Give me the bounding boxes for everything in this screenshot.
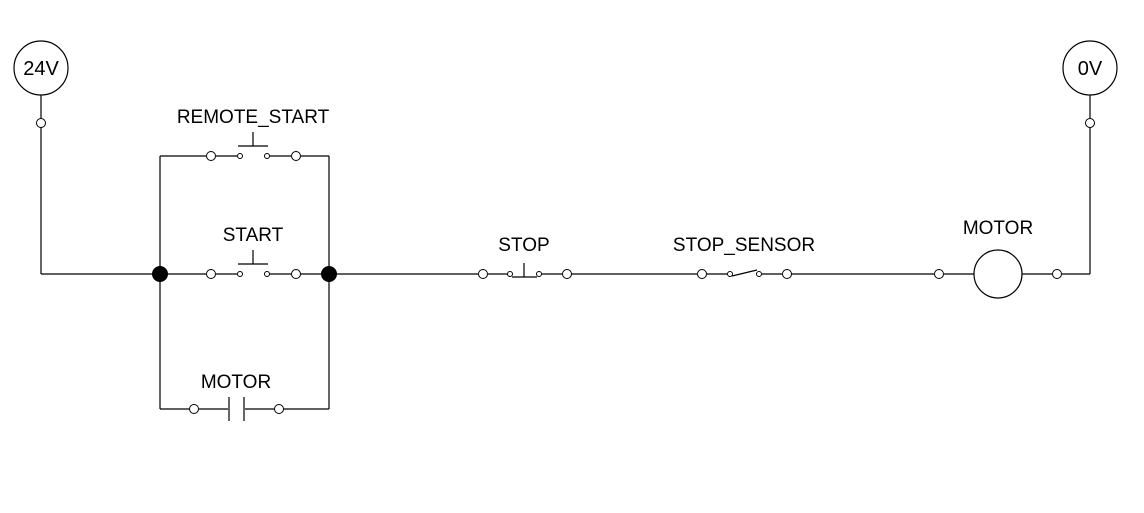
main-rung-wiring <box>41 156 1090 409</box>
junction-dot-right <box>321 266 337 282</box>
stop-pushbutton[interactable]: STOP <box>478 235 572 279</box>
motor-label: MOTOR <box>963 218 1033 239</box>
supply-terminal-label: 24V <box>23 58 59 80</box>
supply-terminal-24v[interactable]: 24V <box>13 40 69 274</box>
stop-label: STOP <box>498 235 549 256</box>
start-label: START <box>223 225 284 246</box>
junction-dot-left <box>152 266 168 282</box>
ground-terminal-label: 0V <box>1078 58 1103 80</box>
ground-terminal-0v[interactable]: 0V <box>1062 40 1118 274</box>
stop-sensor-contact[interactable]: STOP_SENSOR <box>673 235 815 279</box>
stop-sensor-label: STOP_SENSOR <box>673 235 815 256</box>
remote-start-label: REMOTE_START <box>177 107 330 128</box>
motor-contact-label: MOTOR <box>201 372 271 393</box>
start-pushbutton[interactable]: START <box>168 225 321 279</box>
motor-holding-contact[interactable]: MOTOR <box>160 372 329 421</box>
motor-coil[interactable]: MOTOR <box>934 218 1062 299</box>
remote-start-pushbutton[interactable]: REMOTE_START <box>160 107 330 161</box>
